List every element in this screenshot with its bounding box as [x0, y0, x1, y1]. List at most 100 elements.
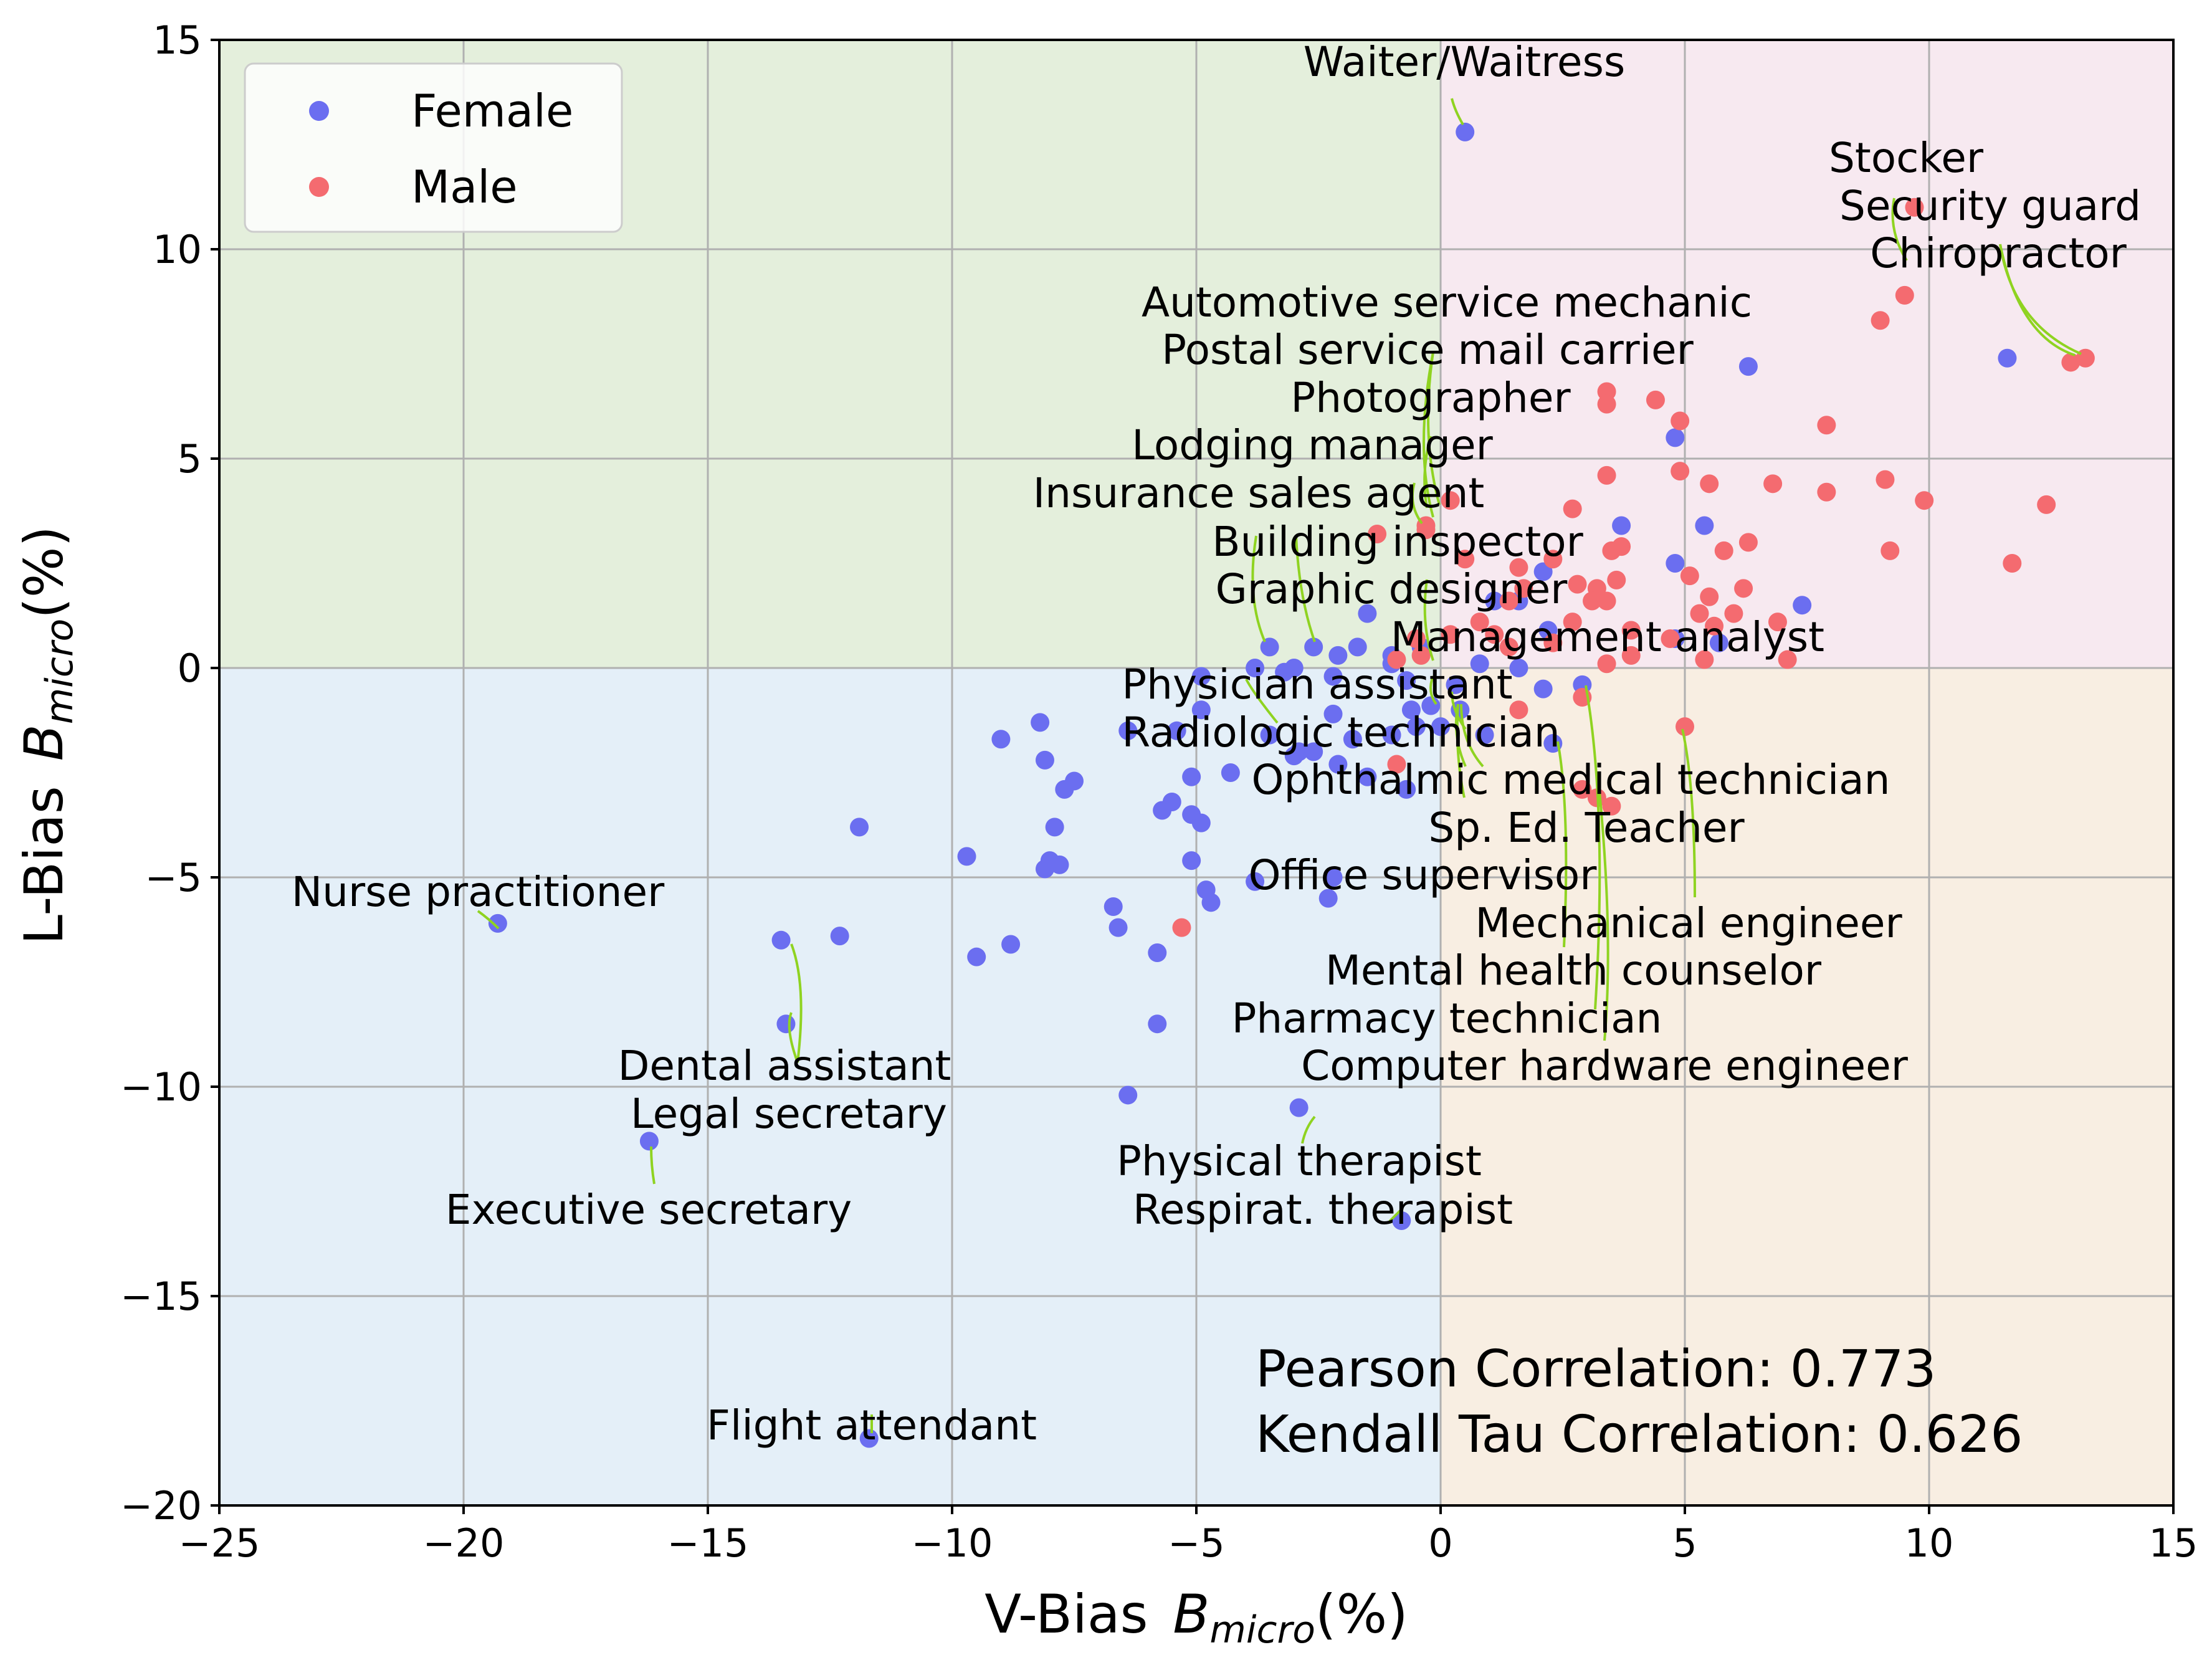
- point-female: [1456, 122, 1475, 141]
- point-female: [1191, 700, 1211, 720]
- point-male: [1915, 491, 1934, 510]
- annotation-label: Pharmacy technician: [1232, 994, 1662, 1042]
- point-female: [1533, 562, 1553, 581]
- annotation-label: Office supervisor: [1249, 851, 1598, 899]
- point-female: [1401, 700, 1421, 720]
- point-female: [1050, 855, 1069, 874]
- x-tick-label: −5: [1168, 1520, 1224, 1566]
- point-female: [1001, 935, 1021, 954]
- point-male: [1368, 524, 1387, 543]
- annotation-arrow: [1451, 98, 1464, 126]
- point-female: [1035, 750, 1054, 770]
- annotation-label: Nurse practitioner: [292, 868, 665, 916]
- point-female: [1738, 357, 1758, 376]
- point-female: [1246, 872, 1265, 891]
- point-female: [1612, 516, 1631, 535]
- point-female: [1509, 659, 1528, 677]
- point-male: [2003, 554, 2022, 573]
- x-tick-label: 0: [1428, 1520, 1452, 1566]
- point-female: [1318, 889, 1338, 908]
- annotation-arrow: [790, 943, 803, 1063]
- point-female: [1392, 1211, 1411, 1231]
- point-female: [1153, 801, 1172, 820]
- annotation-arrow: [1999, 244, 2076, 356]
- point-male: [1411, 646, 1431, 665]
- point-male: [1817, 482, 1836, 502]
- point-male: [1456, 550, 1475, 569]
- annotation-label: Executive secretary: [446, 1186, 852, 1234]
- point-male: [1543, 633, 1563, 652]
- point-female: [1246, 659, 1265, 677]
- point-female: [1108, 918, 1128, 937]
- point-female: [776, 1014, 796, 1034]
- y-tick-label: 5: [178, 436, 202, 482]
- y-axis-subscript: micro: [38, 619, 82, 724]
- y-tick-label: −5: [145, 855, 202, 900]
- annotation-label: Computer hardware engineer: [1301, 1042, 1909, 1090]
- point-male: [1714, 541, 1733, 560]
- point-female: [1358, 604, 1377, 623]
- y-axis-label: L-Bias: [13, 786, 75, 945]
- annotation-label: Ophthalmic medical technician: [1252, 756, 1890, 804]
- annotation-arrow: [1411, 482, 1423, 525]
- point-male: [1416, 520, 1436, 540]
- x-tick-label: −25: [179, 1520, 260, 1566]
- point-female: [1055, 780, 1074, 799]
- y-tick-label: 15: [153, 17, 202, 63]
- annotation-label: Respirat. therapist: [1133, 1186, 1513, 1234]
- annotation-arrow: [1585, 685, 1601, 1010]
- point-female: [1533, 679, 1553, 699]
- y-tick-label: 0: [178, 646, 202, 691]
- point-female: [1167, 721, 1186, 740]
- point-male: [1695, 650, 1714, 669]
- point-female: [1182, 851, 1201, 870]
- point-female: [1148, 1014, 1167, 1034]
- point-male: [1607, 570, 1626, 589]
- point-male: [1671, 411, 1690, 431]
- point-female: [1182, 767, 1201, 786]
- annotation-arrow: [1245, 679, 1279, 724]
- point-female: [1148, 943, 1167, 962]
- point-female: [1709, 633, 1728, 652]
- point-male: [1871, 311, 1890, 330]
- point-female: [1446, 675, 1465, 694]
- x-axis-title: V-Bias Bmicro(%): [984, 1583, 1408, 1652]
- point-male: [1705, 616, 1724, 636]
- point-female: [1793, 596, 1812, 615]
- annotation-label: Automotive service mechanic: [1142, 279, 1752, 327]
- legend-marker-female: [309, 101, 329, 121]
- annotation-label: Radiologic technician: [1122, 708, 1560, 756]
- point-female: [1304, 637, 1323, 657]
- annotation-label: Graphic designer: [1216, 565, 1568, 613]
- point-male: [1734, 579, 1753, 598]
- point-female: [1284, 746, 1304, 766]
- point-male: [1514, 579, 1533, 598]
- point-female: [1104, 897, 1123, 917]
- point-male: [1441, 491, 1460, 510]
- annotation-label: Physician assistant: [1122, 661, 1512, 708]
- annotation-label: Mechanical engineer: [1475, 899, 1902, 947]
- x-axis-symbol: B: [1173, 1583, 1209, 1646]
- annotation-arrow: [650, 1146, 655, 1185]
- point-male: [1563, 613, 1582, 632]
- point-female: [957, 847, 976, 866]
- point-female: [1475, 725, 1494, 745]
- x-axis-label: V-Bias: [984, 1583, 1148, 1646]
- annotation-label: Stocker: [1829, 134, 1984, 182]
- point-male: [1700, 474, 1719, 494]
- point-female: [830, 927, 849, 946]
- annotation-label: Insurance sales agent: [1033, 469, 1485, 517]
- annotation-label: Management analyst: [1391, 613, 1824, 661]
- annotation-arrow: [1456, 703, 1466, 798]
- point-male: [1568, 575, 1587, 594]
- point-female: [1666, 554, 1685, 573]
- point-male: [1690, 604, 1709, 623]
- point-male: [2037, 495, 2056, 514]
- point-female: [771, 930, 791, 950]
- y-tick-label: −20: [120, 1483, 202, 1529]
- point-female: [1431, 717, 1450, 737]
- point-male: [1881, 541, 1900, 560]
- x-tick-label: −20: [423, 1520, 505, 1566]
- annotation-label: Waiter/Waitress: [1304, 38, 1625, 86]
